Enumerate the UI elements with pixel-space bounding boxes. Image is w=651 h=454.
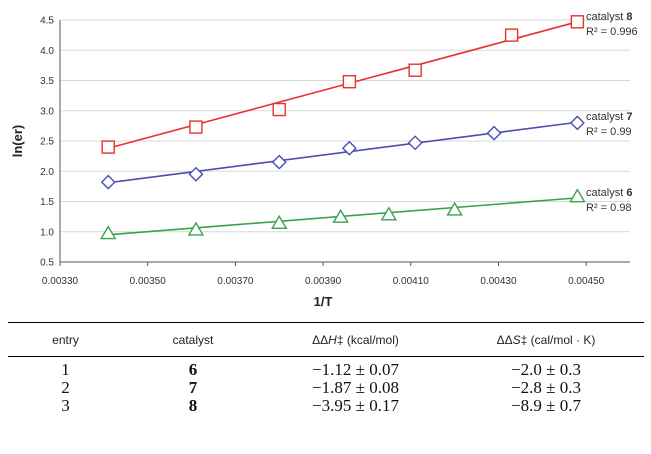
cell-entry: 1 (61, 360, 70, 379)
table-row: 2 7 −1.87 ± 0.08 −2.8 ± 0.3 (8, 379, 644, 397)
y-tick-label: 2.0 (40, 167, 54, 178)
data-point (189, 120, 203, 134)
cell-delta-h: −3.95 ± 0.17 (312, 396, 399, 415)
data-point (446, 201, 463, 216)
cell-catalyst: 8 (188, 396, 198, 415)
y-tick-label: 3.0 (40, 106, 54, 117)
data-point (408, 63, 422, 77)
eyring-plot: 0.5 1.0 1.5 2.0 2.5 3.0 3.5 4.0 4.5 0.00330 0.0035… (10, 11, 638, 309)
header-delta-s-prefix: ΔΔ (496, 332, 513, 347)
y-axis-title: ln(er) (10, 125, 25, 158)
cell-catalyst: 7 (188, 378, 198, 397)
header-entry: entry (8, 322, 123, 357)
data-point (569, 188, 586, 203)
cell-delta-h: −1.12 ± 0.07 (312, 360, 399, 379)
data-point (100, 174, 116, 190)
series-label-number: 6 (626, 187, 632, 199)
data-point (504, 28, 519, 42)
cell-catalyst: 6 (188, 360, 198, 379)
grid-layer (60, 19, 630, 263)
y-tick-label: 0.5 (40, 258, 54, 269)
data-point (101, 140, 115, 154)
data-point (271, 154, 287, 170)
data-point (332, 208, 349, 223)
data-point (570, 15, 585, 29)
series-label-number: 8 (626, 11, 632, 23)
header-delta-h-prefix: ΔΔ (312, 332, 329, 347)
y-tick-label: 2.5 (40, 137, 54, 148)
cell-delta-s: −8.9 ± 0.7 (511, 396, 581, 415)
data-point (271, 214, 288, 229)
cell-entry: 2 (61, 378, 70, 397)
x-axis-title: 1/T (314, 294, 333, 309)
header-delta-h: ΔΔH‡ (kcal/mol) (263, 322, 448, 357)
cell-delta-s: −2.0 ± 0.3 (511, 360, 581, 379)
y-tick-label: 4.5 (40, 16, 54, 27)
x-tick-label: 0.00330 (42, 276, 79, 287)
series-label-number: 7 (626, 111, 632, 123)
header-delta-s-var: S (512, 332, 521, 347)
header-delta-h-var: H (328, 332, 337, 347)
series-label-prefix: catalyst (586, 11, 626, 23)
header-delta-s: ΔΔS‡ (cal/mol · K) (448, 322, 644, 357)
x-tick-label: 0.00410 (393, 276, 430, 287)
series-label-prefix: catalyst (586, 111, 626, 123)
thermo-parameters-table: entry catalyst ΔΔH‡ (kcal/mol) ΔΔS‡ (cal… (8, 322, 644, 415)
series-triangle: catalyst 6 R² = 0.98 (100, 187, 632, 240)
table-header-row: entry catalyst ΔΔH‡ (kcal/mol) ΔΔS‡ (cal… (8, 322, 644, 357)
data-point (569, 115, 585, 131)
table-row: 1 6 −1.12 ± 0.07 −2.0 ± 0.3 (8, 357, 644, 380)
series-label-prefix: catalyst (586, 187, 626, 199)
header-catalyst: catalyst (123, 322, 263, 357)
header-delta-h-unit: ‡ (kcal/mol) (336, 332, 399, 347)
y-tick-label: 3.5 (40, 76, 54, 87)
series-diamond: catalyst 7 R² = 0.99 (100, 111, 632, 190)
data-point (407, 135, 423, 151)
header-delta-s-unit: ‡ (cal/mol · K) (520, 332, 596, 347)
x-tick-label: 0.00390 (305, 276, 342, 287)
data-point (380, 206, 398, 221)
data-point (100, 225, 117, 240)
y-tick-label: 4.0 (40, 46, 54, 57)
data-point (341, 140, 357, 156)
axes-layer: 0.5 1.0 1.5 2.0 2.5 3.0 3.5 4.0 4.5 0.00330 0.0035… (40, 16, 630, 287)
trendline (108, 121, 578, 184)
data-point (272, 102, 286, 117)
r-squared-label: R² = 0.99 (586, 126, 632, 138)
x-tick-label: 0.00370 (217, 276, 254, 287)
data-point (187, 221, 205, 236)
data-point (486, 125, 502, 141)
series-label: catalyst 7 (586, 111, 632, 123)
cell-entry: 3 (61, 396, 70, 415)
series-label: catalyst 8 (586, 11, 632, 23)
series-label: catalyst 6 (586, 187, 632, 199)
y-tick-label: 1.0 (40, 227, 54, 238)
x-tick-label: 0.00430 (480, 276, 517, 287)
y-tick-label: 1.5 (40, 197, 54, 208)
series-square: catalyst 8 R² = 0.996 (101, 11, 638, 154)
data-point (342, 75, 357, 89)
cell-delta-s: −2.8 ± 0.3 (511, 378, 581, 397)
table-row: 3 8 −3.95 ± 0.17 −8.9 ± 0.7 (8, 397, 644, 415)
x-tick-label: 0.00450 (568, 276, 605, 287)
r-squared-label: R² = 0.996 (586, 26, 638, 38)
x-tick-label: 0.00350 (130, 276, 167, 287)
cell-delta-h: −1.87 ± 0.08 (312, 378, 399, 397)
r-squared-label: R² = 0.98 (586, 202, 632, 214)
data-point (188, 166, 204, 182)
